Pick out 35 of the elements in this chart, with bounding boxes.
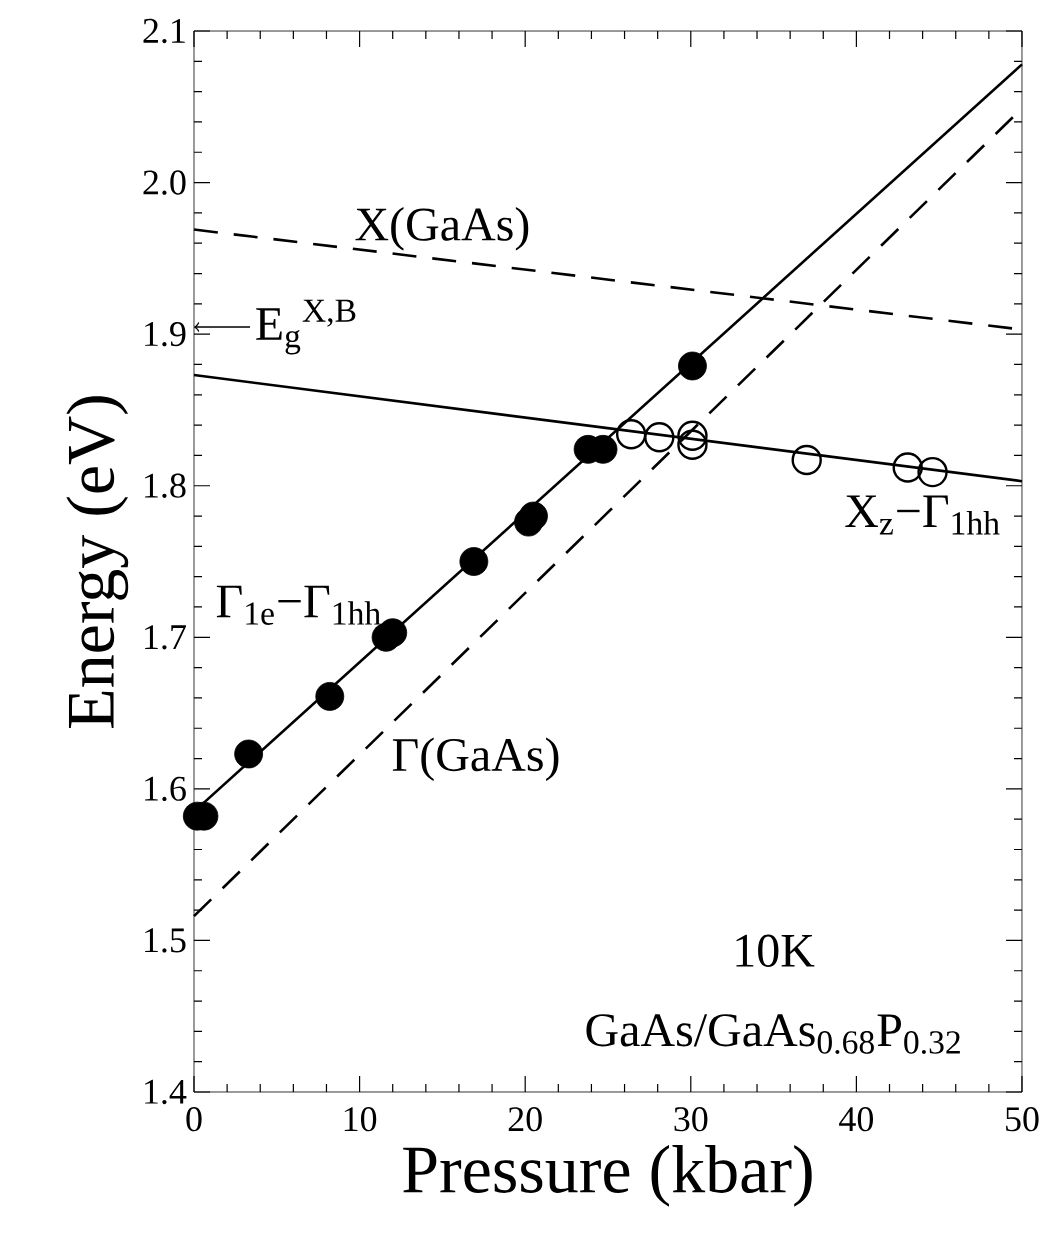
x-tick-label: 0 (186, 1107, 202, 1132)
annotation: 10K (736, 934, 815, 967)
point (644, 422, 675, 453)
point (519, 501, 548, 531)
point (678, 351, 707, 381)
y-tick-label: 1.7 (145, 625, 186, 650)
y-tick-label: 1.4 (145, 1079, 187, 1105)
annotation: Γ$_{1e}$−Γ$_{1hh}$ (216, 585, 381, 625)
point (234, 739, 264, 769)
annotation: GaAs/GaAs$_{0.68}$P$_{0.32}$ (586, 1014, 960, 1054)
x-tick-label: 10 (344, 1107, 377, 1132)
x-tick-label: 20 (508, 1107, 542, 1132)
annotation: Γ(GaAs) (392, 737, 559, 781)
y-tick-label: 1.8 (145, 473, 186, 498)
point (917, 456, 948, 488)
point (615, 418, 647, 450)
point (892, 452, 923, 483)
y-tick-label: 2.1 (143, 18, 185, 44)
x-tick-label: 30 (674, 1107, 708, 1132)
point (459, 547, 489, 576)
annotation: X(GaAs) (355, 206, 529, 251)
x-tick-label: 40 (839, 1107, 874, 1132)
x-axis-title: Pressure (kbar) (403, 1145, 812, 1207)
point (677, 429, 708, 460)
y-tick-label: 1.5 (145, 928, 186, 953)
x-tick-label: 50 (1006, 1107, 1039, 1132)
point (791, 444, 822, 476)
y-tick-label: 2.0 (143, 170, 186, 195)
annotation: X$_{z}$−Γ$_{1hh}$ (845, 495, 1000, 535)
y-axis-title: Energy (eV) (66, 396, 129, 728)
point (315, 682, 345, 711)
y-tick-label: 1.9 (145, 321, 186, 347)
y-tick-label: 1.6 (145, 776, 186, 802)
point (677, 420, 708, 451)
annotation: E$_{g}$X,B (256, 299, 356, 355)
